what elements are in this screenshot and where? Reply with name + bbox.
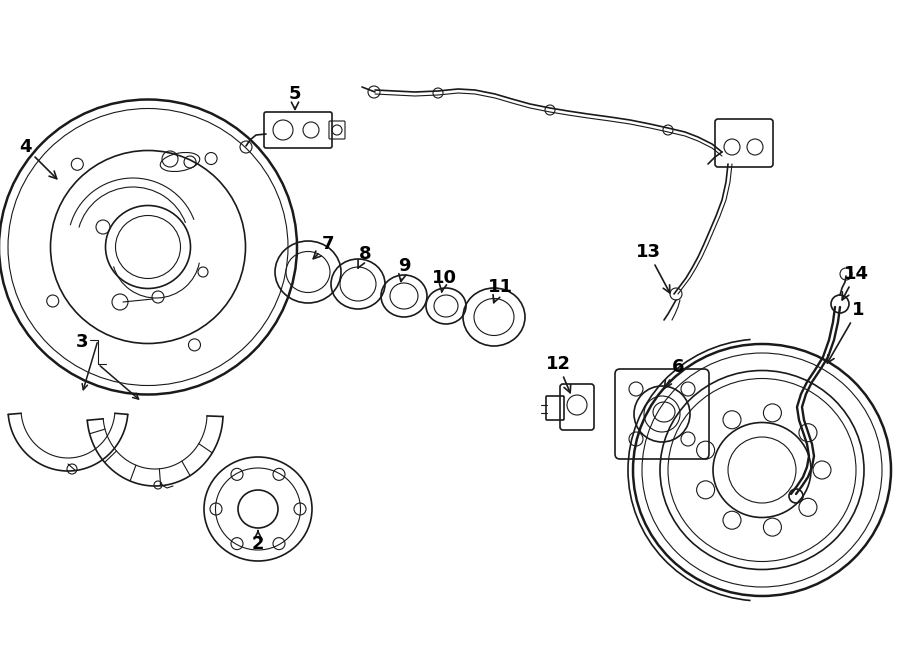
- Text: 11: 11: [488, 278, 512, 303]
- Text: 12: 12: [545, 355, 571, 393]
- Text: 14: 14: [842, 265, 868, 300]
- Text: 1: 1: [827, 301, 864, 363]
- Text: 10: 10: [431, 269, 456, 292]
- Text: 7: 7: [313, 235, 334, 259]
- Text: 5: 5: [289, 85, 302, 109]
- Text: 4: 4: [19, 138, 57, 179]
- Text: 13: 13: [635, 243, 670, 293]
- Text: 9: 9: [398, 257, 410, 281]
- Text: 3: 3: [76, 333, 88, 351]
- Text: 8: 8: [358, 245, 372, 268]
- Text: 6: 6: [664, 358, 684, 388]
- Text: 2: 2: [252, 531, 265, 553]
